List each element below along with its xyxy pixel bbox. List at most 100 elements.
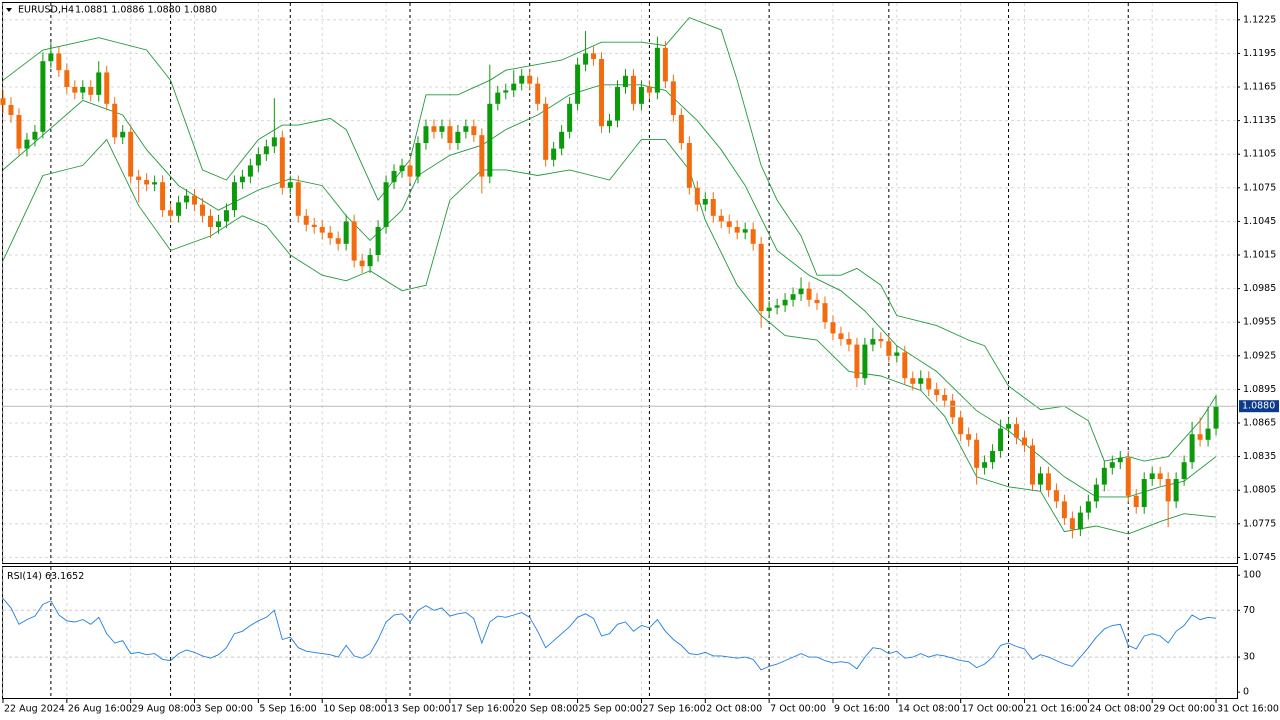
candle-body (311, 224, 317, 227)
candle-body (295, 182, 301, 216)
x-tick-label: 29 Aug 08:00 (132, 704, 196, 715)
candle-body (431, 126, 437, 132)
candle-body (487, 103, 493, 177)
candle-body (184, 195, 190, 203)
candle-body (942, 395, 948, 401)
candle-body (503, 90, 509, 93)
candle-body (846, 339, 852, 345)
candle-body (798, 288, 804, 295)
candle-body (247, 165, 253, 177)
candle-body (112, 103, 118, 138)
candle-body (1181, 462, 1187, 479)
candle-body (1133, 495, 1139, 507)
candle-body (734, 227, 740, 233)
y-tick-label: 1.0745 (1243, 552, 1276, 563)
candle-body (391, 171, 397, 183)
candle-body (303, 215, 309, 225)
rsi-pane (2, 566, 1238, 699)
x-tick-label: 9 Oct 16:00 (834, 704, 890, 715)
bollinger-band (2, 17, 1217, 462)
plot: 1.1225 1.1195 1.1165 1.1135 1.1105 1.1075 1.10… (0, 3, 1279, 715)
candle-body (1205, 428, 1211, 440)
y-tick-label: 70 (1243, 605, 1255, 616)
x-tick-label: 26 Aug 16:00 (68, 704, 132, 715)
candle-body (591, 53, 597, 59)
candle-body (200, 204, 206, 216)
collapse-icon[interactable] (6, 8, 12, 12)
candle-body (854, 344, 860, 379)
y-tick-label: 1.1225 (1243, 14, 1276, 25)
candle-body (958, 417, 964, 435)
candle-body (1093, 484, 1099, 502)
candle-body (447, 126, 453, 143)
y-tick-label: 1.1135 (1243, 115, 1276, 126)
candle-body (806, 288, 812, 300)
candle-body (543, 103, 549, 160)
y-tick-label: 1.0925 (1243, 350, 1276, 361)
candle-body (383, 182, 389, 227)
y-tick-label: 1.1105 (1243, 149, 1276, 160)
bollinger-band (2, 138, 1217, 535)
candle-body (934, 389, 940, 395)
candle-body (48, 53, 54, 62)
candle-body (271, 137, 277, 147)
candle-body (894, 352, 900, 356)
x-tick-label: 24 Oct 08:00 (1089, 704, 1151, 715)
candle-body (120, 131, 126, 138)
candle-body (32, 131, 38, 140)
y-tick-label: 1.1075 (1243, 182, 1276, 193)
y-tick-label: 1.0895 (1243, 384, 1276, 395)
candle-body (351, 221, 357, 261)
candle-body (176, 202, 182, 216)
candle-body (790, 294, 796, 300)
candle-body (742, 229, 748, 233)
candle-body (24, 139, 30, 149)
candle-body (495, 92, 501, 104)
candle-body (646, 87, 652, 93)
candle-body (926, 378, 932, 390)
y-tick-label: 1.0775 (1243, 518, 1276, 529)
candle-body (263, 146, 269, 155)
candle-body (359, 260, 365, 267)
y-tick-label: 100 (1243, 570, 1261, 581)
x-tick-label: 10 Sep 08:00 (323, 704, 386, 715)
y-tick-label: 1.1015 (1243, 250, 1276, 261)
candle-body (662, 47, 668, 82)
candle-body (630, 75, 636, 104)
candle-body (758, 243, 764, 311)
y-tick-label: 1.0835 (1243, 451, 1276, 462)
candle-body (726, 221, 732, 227)
candle-body (950, 400, 956, 418)
candle-body (1157, 473, 1163, 479)
candle-body (192, 195, 198, 205)
candle-body (1014, 424, 1020, 438)
candle-body (710, 199, 716, 216)
x-tick-label: 21 Oct 16:00 (1026, 704, 1088, 715)
candle-body (1213, 406, 1219, 429)
ohlc-info: 1.0881 1.0886 1.0880 1.0880 (75, 5, 217, 16)
candle-body (599, 59, 605, 127)
candle-body (335, 238, 341, 244)
candle-body (128, 131, 134, 177)
candle-body (439, 126, 445, 132)
candle-body (1117, 457, 1123, 463)
candle-body (160, 182, 166, 211)
candle-body (1061, 501, 1067, 519)
candle-body (471, 126, 477, 136)
y-tick-label: 30 (1243, 652, 1255, 663)
candle-body (870, 339, 876, 345)
candle-body (1101, 467, 1107, 485)
candle-body (40, 61, 46, 132)
candle-body (527, 75, 533, 84)
candle-body (1037, 473, 1043, 485)
candle-body (551, 148, 557, 160)
rsi-last-value: 63.1652 (45, 571, 84, 582)
y-tick-label: 1.1195 (1243, 48, 1276, 59)
candle-body (535, 83, 541, 104)
candle-body (822, 303, 828, 323)
candle-body (479, 135, 485, 177)
candle-body (990, 451, 996, 463)
y-tick-label: 1.0955 (1243, 317, 1276, 328)
y-tick-label: 1.0865 (1243, 418, 1276, 429)
